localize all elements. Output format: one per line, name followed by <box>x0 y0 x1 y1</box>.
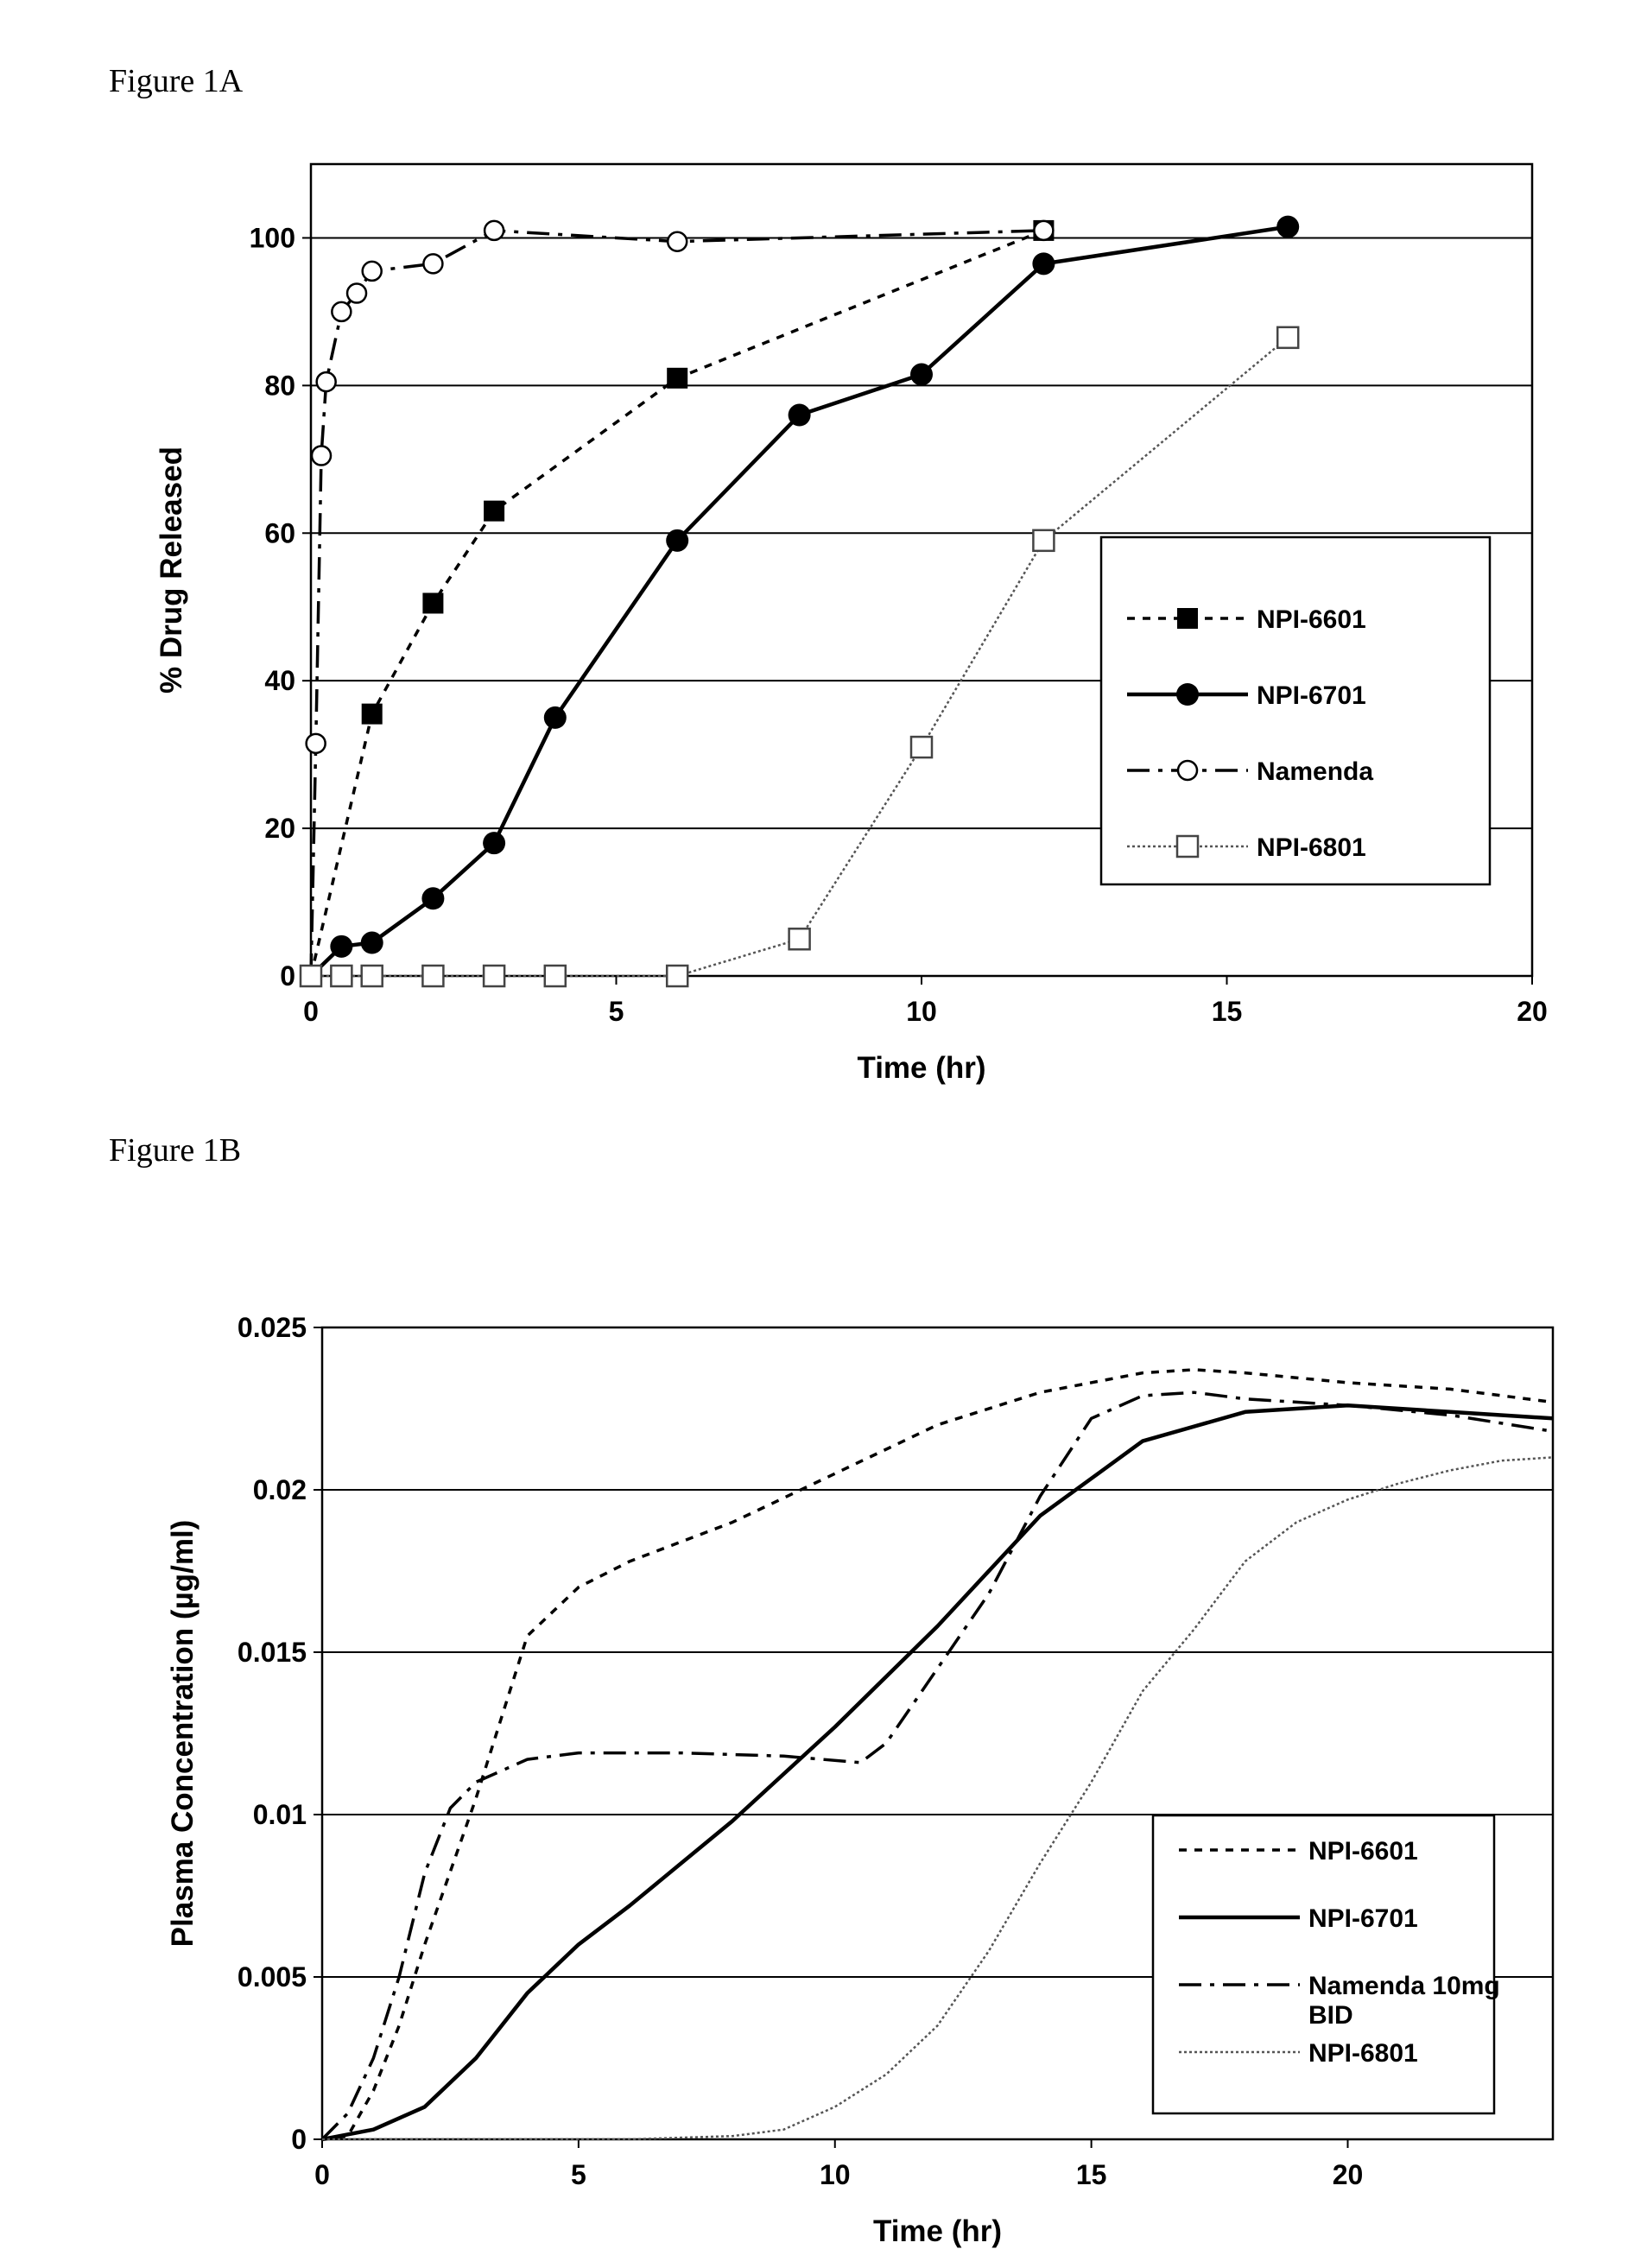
legend-label-npi-6601: NPI-6601 <box>1308 1837 1418 1866</box>
y-axis-title: Plasma Concentration (µg/ml) <box>166 1520 200 1948</box>
chart-figure-1b: 0 0.005 0.01 0.015 0.02 0.025 0 5 10 15 20 Time (hr… <box>0 0 1647 2268</box>
x-tick-label: 0 <box>314 2159 330 2190</box>
y-tick-label: 0.02 <box>253 1474 307 1505</box>
x-tick-label: 10 <box>820 2159 851 2190</box>
y-tick-label: 0.005 <box>238 1961 307 1992</box>
legend-label-npi-6801: NPI-6801 <box>1308 2039 1418 2068</box>
x-tick-label: 5 <box>571 2159 586 2190</box>
x-tick-label: 15 <box>1076 2159 1107 2190</box>
legend-label-npi-6701: NPI-6701 <box>1308 1904 1418 1933</box>
x-axis-title: Time (hr) <box>873 2214 1002 2248</box>
y-tick-label: 0.015 <box>238 1637 307 1668</box>
x-tick-label: 20 <box>1333 2159 1364 2190</box>
y-tick-label: 0.025 <box>238 1312 307 1343</box>
y-tick-label: 0 <box>291 2124 307 2155</box>
y-tick-label: 0.01 <box>253 1799 307 1830</box>
